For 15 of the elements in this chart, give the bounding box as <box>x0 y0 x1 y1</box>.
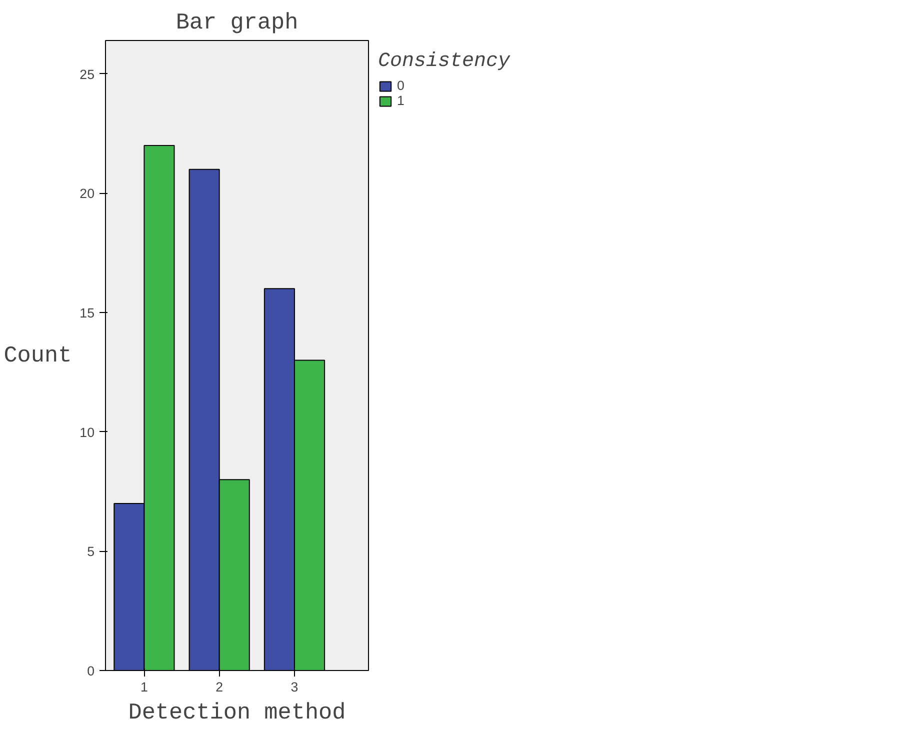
chart-title: Bar graph <box>176 10 298 36</box>
x-tick-label: 2 <box>216 680 224 694</box>
y-tick-label: 15 <box>80 306 95 321</box>
legend-label: 1 <box>397 93 406 108</box>
y-tick-label: 20 <box>80 186 95 202</box>
x-axis-title: Detection method <box>128 700 346 726</box>
y-tick-label: 5 <box>87 544 95 560</box>
y-axis-title: Count <box>4 342 72 368</box>
legend-label: 0 <box>397 78 406 93</box>
x-tick-label: 1 <box>140 680 148 694</box>
legend-title: Consistency <box>378 50 510 73</box>
y-tick-label: 10 <box>80 424 95 440</box>
y-tick-label: 0 <box>87 664 95 678</box>
x-tick-label: 3 <box>290 680 298 694</box>
y-tick-label: 25 <box>80 66 95 82</box>
